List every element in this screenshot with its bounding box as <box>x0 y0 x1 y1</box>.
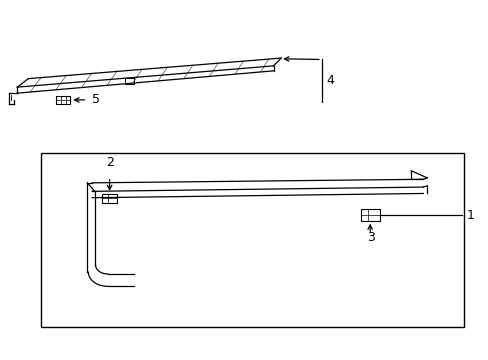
Text: 1: 1 <box>466 208 474 222</box>
Text: 4: 4 <box>326 74 334 87</box>
Text: 3: 3 <box>366 231 374 244</box>
Text: 5: 5 <box>92 93 100 107</box>
Bar <box>360 210 379 221</box>
Bar <box>41 153 464 327</box>
Text: 2: 2 <box>105 156 113 169</box>
Bar <box>102 194 117 203</box>
Bar <box>56 96 70 104</box>
